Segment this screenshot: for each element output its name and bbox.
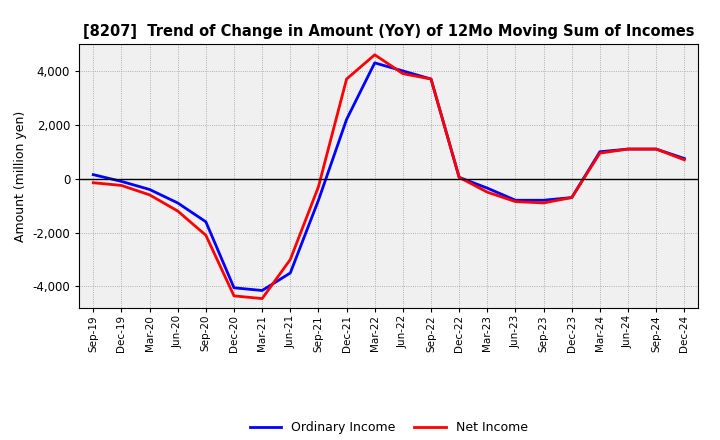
Net Income [286,257,294,262]
Net Income [680,157,688,162]
Net Income [652,147,660,152]
Ordinary Income [145,187,154,192]
Title: [8207]  Trend of Change in Amount (YoY) of 12Mo Moving Sum of Incomes: [8207] Trend of Change in Amount (YoY) o… [83,24,695,39]
Net Income [624,147,632,152]
Net Income [399,71,408,76]
Net Income [258,296,266,301]
Net Income [539,200,548,205]
Net Income [427,77,436,82]
Net Income [595,150,604,156]
Ordinary Income [539,198,548,203]
Ordinary Income [89,172,98,177]
Net Income [314,184,323,189]
Ordinary Income [117,179,126,184]
Ordinary Income [427,77,436,82]
Ordinary Income [342,117,351,122]
Ordinary Income [258,288,266,293]
Net Income [370,52,379,57]
Net Income [117,183,126,188]
Y-axis label: Amount (million yen): Amount (million yen) [14,110,27,242]
Ordinary Income [680,156,688,161]
Net Income [455,175,464,180]
Net Income [483,190,492,195]
Ordinary Income [230,285,238,290]
Ordinary Income [202,219,210,224]
Net Income [174,209,182,214]
Ordinary Income [511,198,520,203]
Net Income [511,199,520,204]
Ordinary Income [174,200,182,205]
Ordinary Income [399,68,408,73]
Ordinary Income [624,147,632,152]
Ordinary Income [483,186,492,191]
Net Income [230,293,238,298]
Ordinary Income [370,60,379,66]
Ordinary Income [314,198,323,203]
Line: Ordinary Income: Ordinary Income [94,63,684,290]
Ordinary Income [455,175,464,180]
Net Income [342,77,351,82]
Ordinary Income [567,195,576,200]
Ordinary Income [595,149,604,154]
Net Income [202,233,210,238]
Legend: Ordinary Income, Net Income: Ordinary Income, Net Income [245,416,533,439]
Line: Net Income: Net Income [94,55,684,299]
Ordinary Income [652,147,660,152]
Net Income [89,180,98,185]
Net Income [567,195,576,200]
Ordinary Income [286,270,294,275]
Net Income [145,192,154,198]
